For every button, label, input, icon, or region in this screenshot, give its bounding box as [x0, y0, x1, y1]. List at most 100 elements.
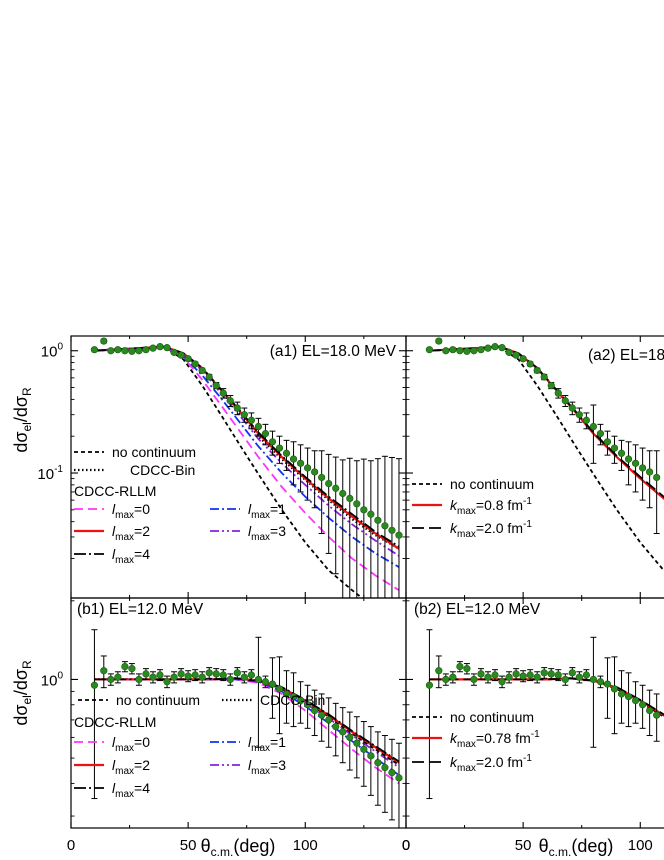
data-point	[426, 346, 433, 353]
data-point	[583, 417, 590, 424]
data-point	[325, 480, 332, 487]
data-point	[611, 686, 618, 693]
data-point	[318, 712, 325, 719]
data-point	[234, 405, 241, 412]
data-point	[248, 417, 255, 424]
panel-a2: (a2) EL=18.0 MeV no continuum kmax=0.8 fm-…	[406, 336, 664, 624]
data-point	[283, 450, 290, 457]
data-point	[311, 469, 318, 476]
data-point	[199, 367, 206, 374]
data-point	[492, 672, 499, 679]
data-point	[611, 445, 618, 452]
data-point	[506, 349, 513, 356]
data-point	[527, 361, 534, 368]
legend-header: CDCC-RLLM	[74, 714, 156, 730]
legend-label: kmax=2.0 fm-1	[450, 753, 532, 774]
x-tick-label: 0	[402, 837, 410, 854]
data-point	[527, 672, 534, 679]
data-point	[513, 352, 520, 359]
legend-label: lmax=2	[112, 757, 150, 777]
data-point	[583, 672, 590, 679]
data-point	[346, 495, 353, 502]
data-point	[276, 445, 283, 452]
legend-label: CDCC-Bin	[130, 462, 195, 478]
data-point	[597, 678, 604, 685]
data-point	[199, 674, 206, 681]
data-points-a2	[426, 338, 660, 534]
legend-label: no continuum	[450, 476, 534, 492]
data-point	[520, 355, 527, 362]
data-point	[241, 674, 248, 681]
data-point	[499, 678, 506, 685]
data-point	[604, 438, 611, 445]
panel-label-a1: (a1) EL=18.0 MeV	[270, 343, 397, 360]
legend-label: lmax=4	[112, 546, 150, 566]
legend-label: kmax=0.78 fm-1	[450, 729, 540, 750]
data-point	[569, 670, 576, 677]
data-point	[227, 676, 234, 683]
data-point	[206, 670, 213, 677]
data-point	[562, 676, 569, 683]
data-point	[100, 338, 107, 345]
data-point	[290, 456, 297, 463]
axes-frame-b2	[406, 598, 664, 828]
y-tick-label: 100	[41, 670, 64, 689]
legend-label: no continuum	[450, 709, 534, 725]
y-tick-label: 10-1	[37, 464, 63, 483]
data-point	[339, 729, 346, 736]
data-point	[450, 674, 457, 681]
data-point	[569, 405, 576, 412]
y-axis-label-bottom: dσel/dσR	[11, 660, 34, 726]
data-point	[443, 347, 450, 354]
data-point	[639, 701, 646, 708]
data-point	[478, 346, 485, 353]
data-point	[426, 682, 433, 689]
panel-label-b1: (b1) EL=12.0 MeV	[77, 601, 204, 618]
x-tick-label: 50	[180, 837, 197, 854]
x-axis-label-right: θc.m.(deg)	[539, 836, 614, 859]
data-point	[506, 674, 513, 681]
data-point	[375, 517, 382, 524]
data-point	[382, 523, 389, 530]
data-point	[241, 411, 248, 418]
data-point	[499, 344, 506, 351]
panel-b2: 0 50 100(b2) EL=12.0 MeVno continuumkmax=0…	[402, 598, 664, 854]
data-point	[185, 355, 192, 362]
data-point	[478, 671, 485, 678]
data-point	[129, 665, 136, 672]
legend-a2: no continuumkmax=0.8 fm-1kmax=2.0 fm-1	[412, 476, 534, 540]
data-point	[375, 759, 382, 766]
data-point	[129, 348, 136, 355]
data-point	[618, 691, 625, 698]
data-point	[192, 361, 199, 368]
data-point	[150, 674, 157, 681]
x-tick-label: 100	[293, 837, 318, 854]
data-point	[157, 343, 164, 350]
data-point	[354, 500, 361, 507]
legend-label: CDCC-Bin	[260, 692, 325, 708]
data-point	[576, 674, 583, 681]
data-point	[562, 397, 569, 404]
data-point	[206, 374, 213, 381]
data-point	[555, 390, 562, 397]
data-point	[178, 671, 185, 678]
data-point	[485, 674, 492, 681]
data-point	[269, 681, 276, 688]
data-point	[354, 740, 361, 747]
panel-label-a2: (a2) EL=18.0 MeV	[588, 347, 664, 364]
data-point	[625, 693, 632, 700]
data-point	[548, 382, 555, 389]
data-point	[136, 347, 143, 354]
data-point	[534, 367, 541, 374]
data-point	[213, 382, 220, 389]
data-point	[171, 674, 178, 681]
legend-label: kmax=0.8 fm-1	[450, 496, 532, 517]
data-point	[332, 723, 339, 730]
data-point	[471, 347, 478, 354]
data-point	[108, 676, 115, 683]
data-point	[632, 460, 639, 467]
axes-frame-a2	[406, 336, 664, 598]
data-point	[464, 348, 471, 355]
data-point	[108, 347, 115, 354]
